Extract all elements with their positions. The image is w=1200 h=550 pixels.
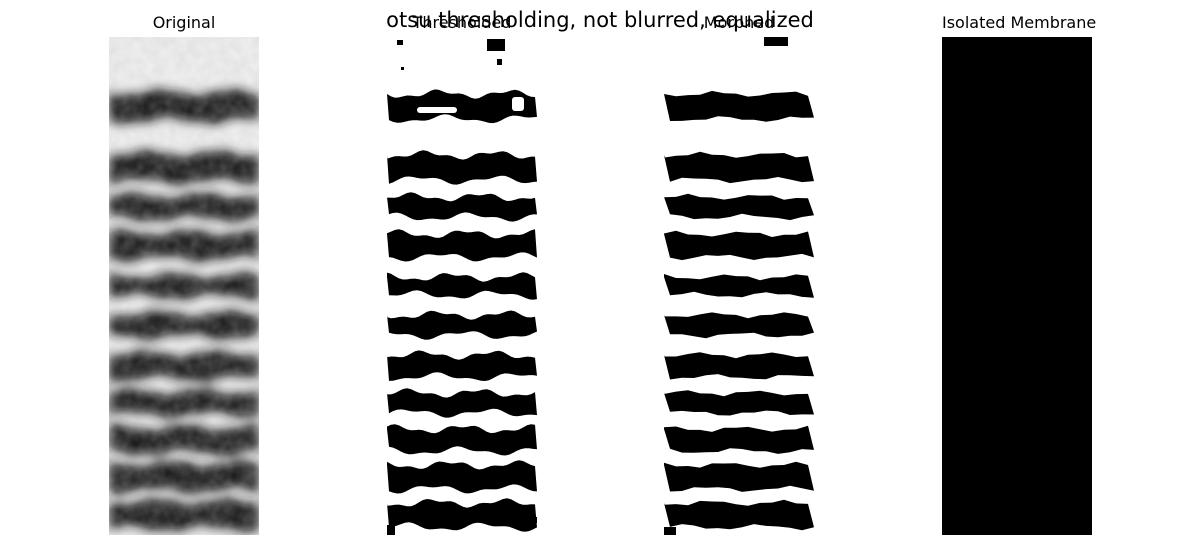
thresholded-hole	[497, 295, 515, 304]
thresholded-speck	[497, 59, 502, 65]
thresholded-band	[387, 424, 537, 456]
thresholded-speck	[387, 525, 395, 535]
morphed-image	[664, 37, 814, 535]
morphed-speck	[664, 527, 676, 535]
panel-title-thresholded: Thresholded	[412, 13, 512, 32]
morphed-band	[664, 390, 814, 416]
thresholded-speck	[401, 67, 404, 70]
morphed-band	[664, 425, 814, 454]
thresholded-band	[387, 498, 537, 532]
thresholded-band	[387, 460, 537, 494]
isolated-membrane-image	[942, 37, 1092, 535]
original-image	[109, 37, 259, 535]
morphed-band	[664, 193, 814, 221]
panel-thresholded-image	[387, 37, 537, 535]
morphed-band	[664, 151, 814, 184]
morphed-band	[664, 274, 814, 298]
panel-title-morphed: Morphed	[703, 13, 775, 32]
thresholded-band	[387, 272, 537, 300]
figure-suptitle: otsu thresholding, not blurred, equalize…	[386, 8, 814, 32]
thresholded-band	[387, 229, 537, 262]
morphed-band	[664, 352, 814, 380]
panel-title-original: Original	[152, 13, 216, 32]
thresholded-band	[387, 388, 537, 418]
panel-original-image	[109, 37, 259, 535]
thresholded-band	[387, 89, 537, 124]
thresholded-hole	[417, 107, 457, 113]
morphed-band	[664, 312, 814, 339]
thresholded-band	[387, 192, 537, 222]
thresholded-image	[387, 37, 537, 535]
thresholded-hole	[447, 337, 457, 342]
thresholded-band	[387, 310, 537, 340]
thresholded-band	[387, 150, 537, 185]
morphed-speck	[764, 37, 788, 46]
morphed-band	[664, 499, 814, 531]
thresholded-speck	[487, 39, 505, 51]
morphed-band	[664, 461, 814, 492]
thresholded-speck	[533, 517, 537, 523]
thresholded-band	[387, 350, 537, 381]
panel-isolated-membrane-image	[942, 37, 1092, 535]
thresholded-hole	[512, 97, 524, 111]
panel-title-isolated-membrane: Isolated Membrane	[942, 13, 1097, 32]
morphed-band	[664, 90, 814, 122]
panel-morphed-image	[664, 37, 814, 535]
thresholded-speck	[397, 40, 403, 45]
morphed-band	[664, 230, 814, 261]
thresholded-hole	[405, 297, 421, 305]
